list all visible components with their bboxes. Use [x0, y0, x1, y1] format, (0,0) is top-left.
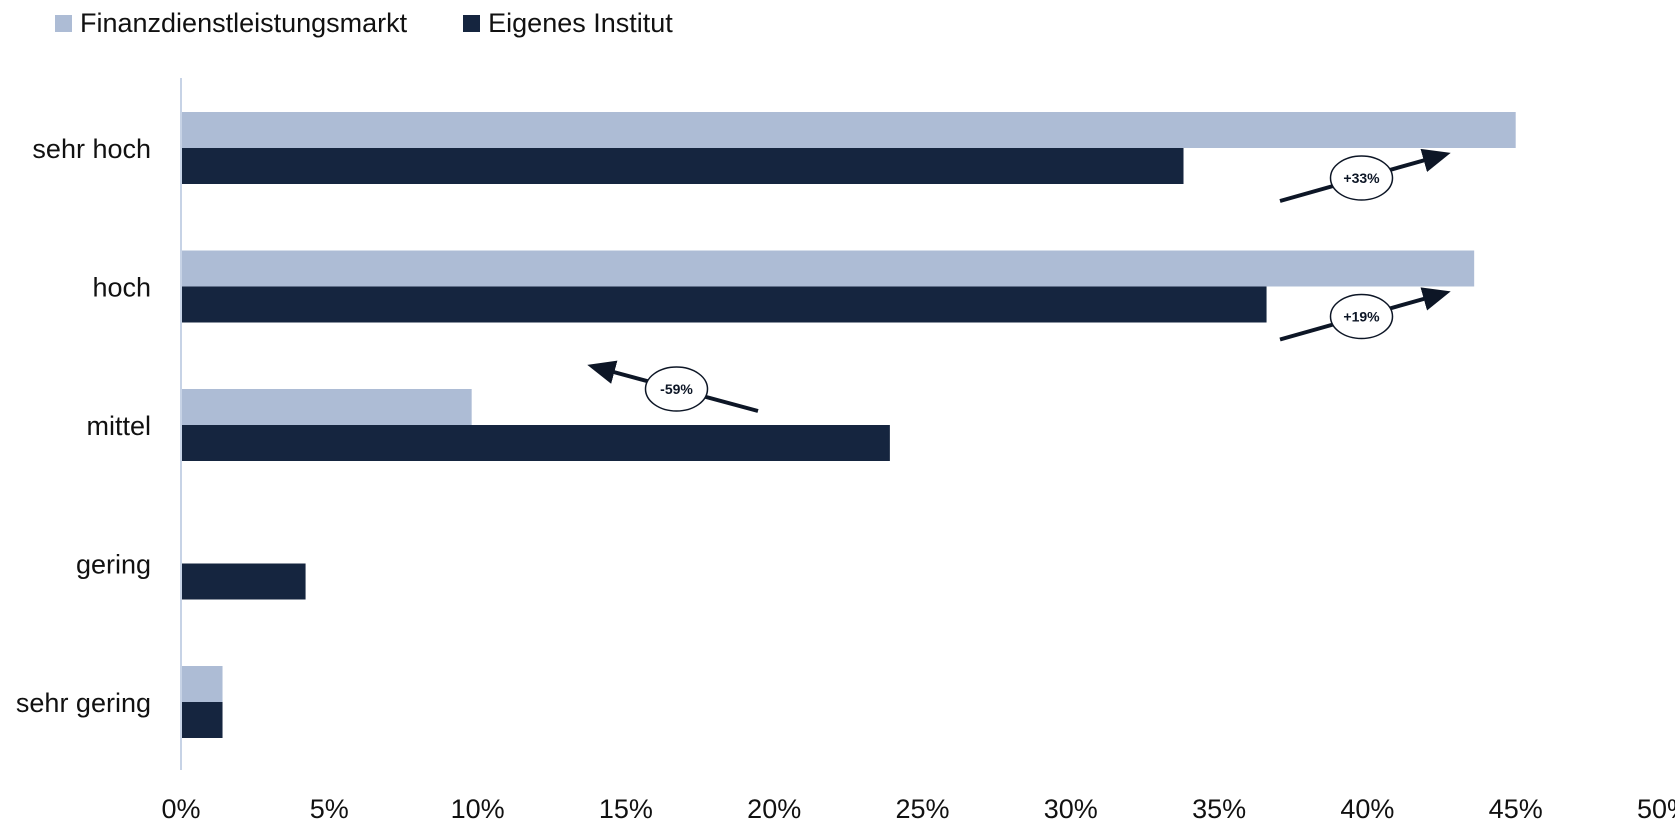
y-tick-label-sehr-gering: sehr gering: [16, 688, 151, 718]
x-tick-label-20: 20%: [747, 794, 801, 823]
x-tick-label-50: 50%: [1637, 794, 1675, 823]
bar-gering-eigenes-institut: [181, 563, 306, 600]
bar-sehr-hoch-finanzdienstleistungsmarkt: [181, 112, 1516, 148]
x-tick-label-5: 5%: [310, 794, 349, 823]
annotation-label-hoch: +19%: [1343, 309, 1380, 325]
bar-mittel-eigenes-institut: [181, 425, 890, 461]
x-tick-label-25: 25%: [895, 794, 949, 823]
bar-sehr-gering-eigenes-institut: [181, 702, 223, 738]
legend-label-finanzdienstleistungsmarkt: Finanzdienstleistungsmarkt: [80, 7, 408, 38]
legend-item-eigenes-institut: Eigenes Institut: [463, 8, 673, 39]
bar-hoch-eigenes-institut: [181, 286, 1267, 323]
x-tick-label-0: 0%: [161, 794, 200, 823]
annotation-bubble-hoch: [1329, 293, 1394, 340]
bar-mittel-finanzdienstleistungsmarkt: [181, 389, 472, 425]
x-tick-label-15: 15%: [599, 794, 653, 823]
y-tick-label-sehr-hoch: sehr hoch: [32, 134, 151, 164]
chart-legend: Finanzdienstleistungsmarkt Eigenes Insti…: [55, 6, 673, 40]
y-tick-label-mittel: mittel: [86, 411, 151, 441]
x-tick-label-40: 40%: [1340, 794, 1394, 823]
x-tick-label-10: 10%: [451, 794, 505, 823]
legend-item-finanzdienstleistungsmarkt: Finanzdienstleistungsmarkt: [55, 8, 407, 39]
bar-hoch-finanzdienstleistungsmarkt: [181, 250, 1475, 287]
annotation-bubble-mittel: [644, 366, 709, 412]
annotation-label-mittel: -59%: [660, 381, 693, 397]
x-tick-label-45: 45%: [1489, 794, 1543, 823]
x-tick-label-30: 30%: [1044, 794, 1098, 823]
y-tick-label-hoch: hoch: [92, 273, 151, 303]
x-tick-label-35: 35%: [1192, 794, 1246, 823]
bar-sehr-hoch-eigenes-institut: [181, 148, 1184, 184]
annotation-bubble-sehr-hoch: [1329, 155, 1394, 201]
legend-swatch-eigenes-institut: [463, 14, 481, 32]
legend-swatch-finanzdienstleistungsmarkt: [55, 14, 72, 32]
y-tick-label-gering: gering: [76, 550, 151, 580]
annotation-label-sehr-hoch: +33%: [1343, 170, 1380, 186]
bar-sehr-gering-finanzdienstleistungsmarkt: [181, 666, 223, 702]
legend-label-eigenes-institut: Eigenes Institut: [488, 7, 673, 38]
